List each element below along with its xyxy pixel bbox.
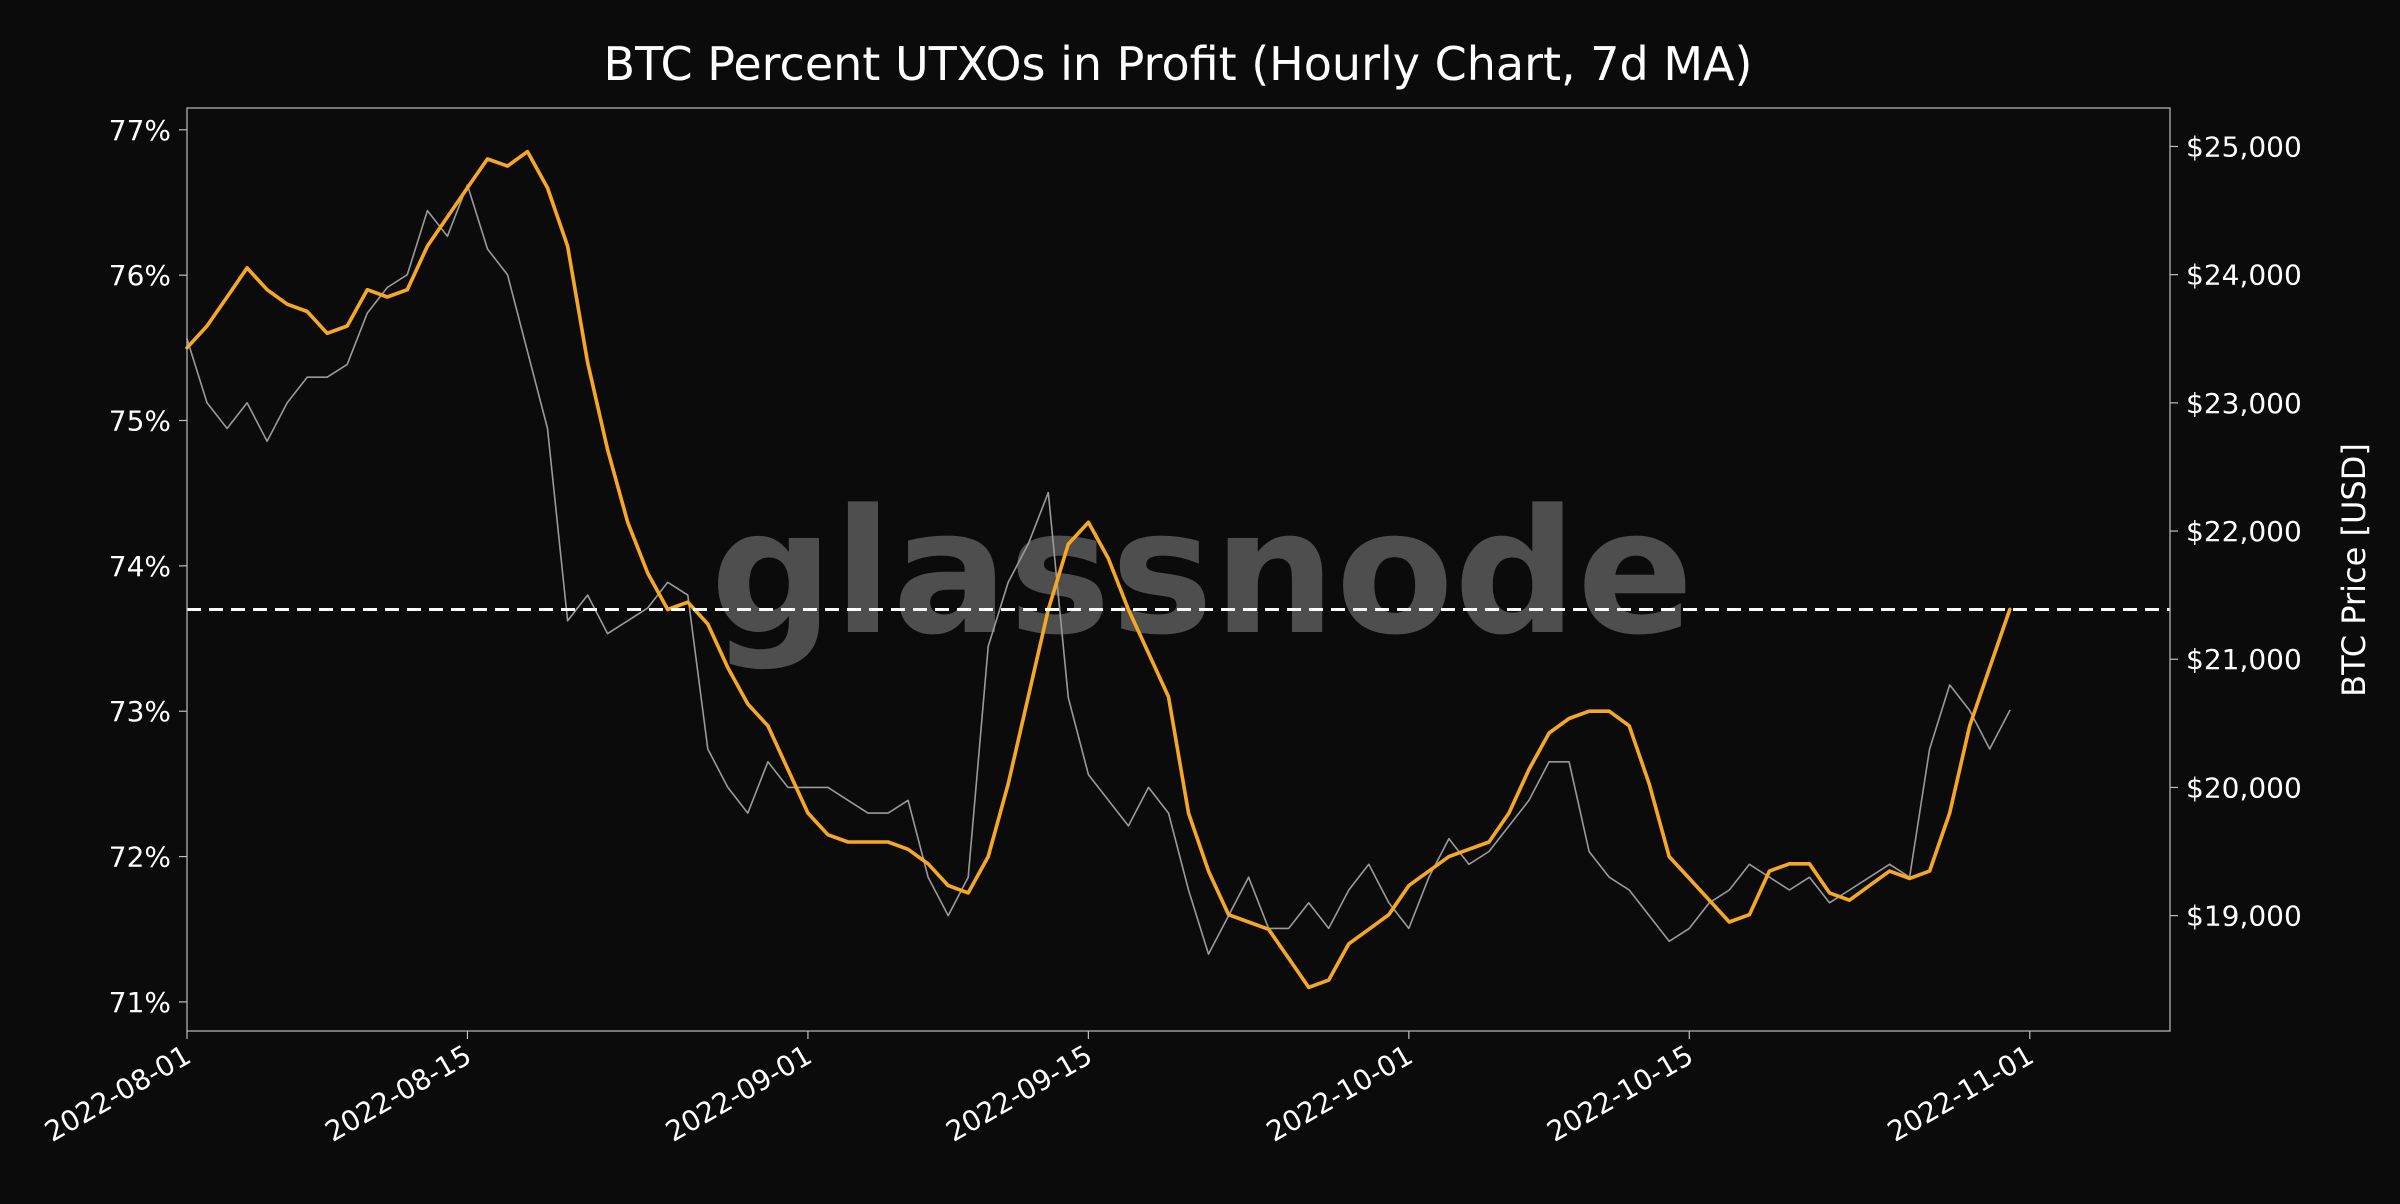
left-tick-label: 76% (109, 259, 171, 292)
left-tick-label: 72% (109, 841, 171, 874)
right-tick-label: $23,000 (2186, 387, 2302, 420)
left-tick-label: 75% (109, 405, 171, 438)
moving-average-line (185, 149, 2012, 990)
right-tick-label: $24,000 (2186, 259, 2302, 292)
right-y-axis: $19,000 $20,000 $21,000 $22,000 $23,000 $24,0… (2170, 130, 2302, 933)
left-tick-label: 73% (109, 695, 171, 728)
left-tick-label: 77% (109, 114, 171, 147)
right-tick-label: $21,000 (2186, 643, 2302, 676)
right-tick-label: $20,000 (2186, 771, 2302, 804)
left-tick-label: 74% (109, 550, 171, 583)
right-tick-label: $19,000 (2186, 900, 2302, 933)
plot-frame (186, 107, 2171, 1032)
plot-layer (185, 149, 2170, 990)
chart-title: BTC Percent UTXOs in Profit (Hourly Char… (604, 37, 1753, 91)
price-line (186, 184, 2011, 955)
left-tick-label: 71% (109, 986, 171, 1019)
right-tick-label: $25,000 (2186, 130, 2302, 163)
right-tick-label: $22,000 (2186, 515, 2302, 548)
right-axis-label: BTC Price [USD] (2335, 443, 2373, 697)
watermark: glassnode (710, 472, 1693, 673)
left-y-axis: 71% 72% 73% 74% 75% 76% 77% (109, 114, 187, 1019)
